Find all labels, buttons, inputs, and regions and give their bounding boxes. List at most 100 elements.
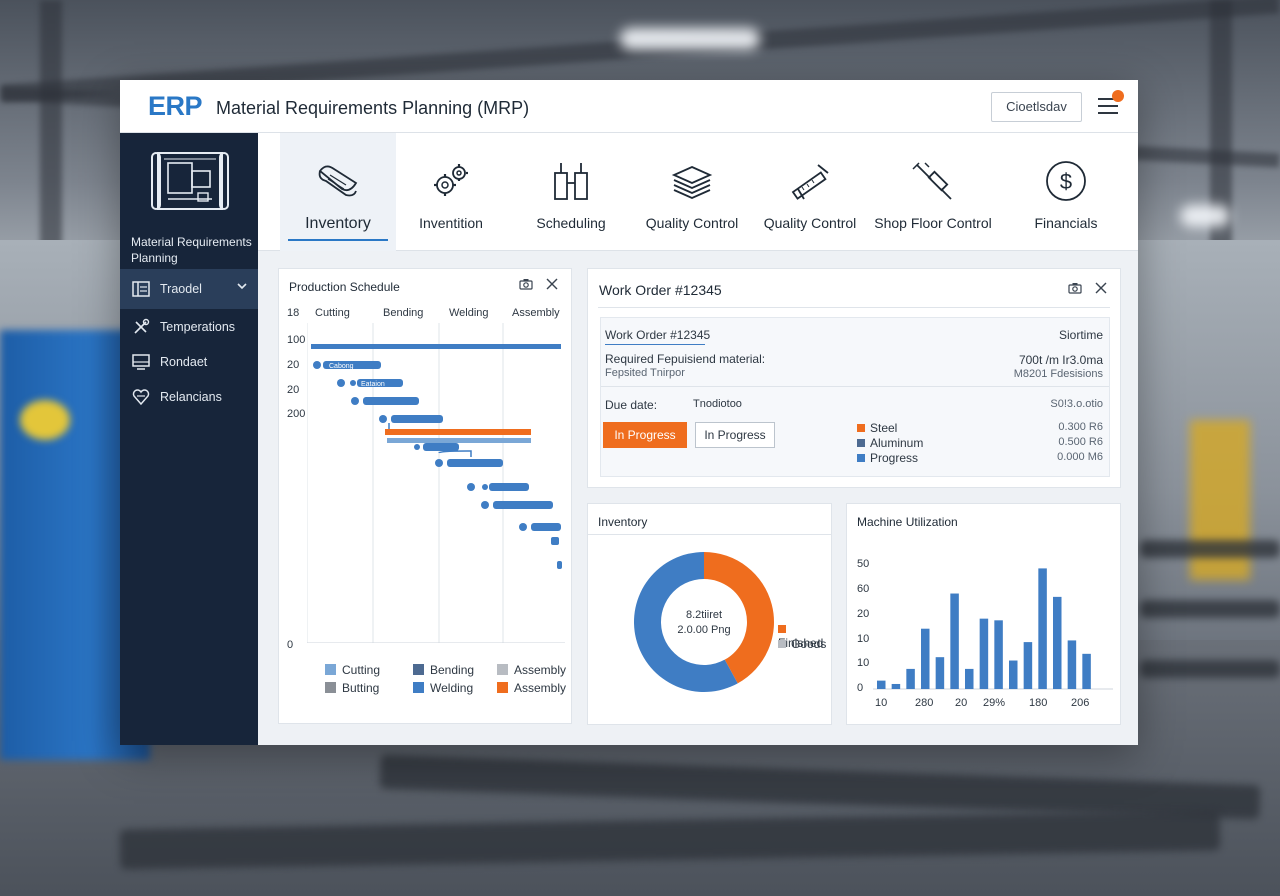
tools-icon	[134, 318, 150, 334]
material-progress: Progress	[857, 451, 918, 465]
gantt-bar	[447, 459, 503, 467]
tools-icon	[554, 163, 588, 200]
work-order-subtitle: Work Order #12345	[605, 328, 711, 342]
utilization-bar	[950, 593, 959, 689]
divider	[598, 307, 1110, 308]
utilization-bar	[994, 620, 1003, 689]
sidebar-item-rondaet[interactable]: Rondaet	[120, 342, 258, 382]
app-title: Material Requirements Planning (MRP)	[216, 98, 530, 118]
gantt-bar	[363, 397, 419, 405]
erp-logo: ERP	[148, 91, 203, 121]
utilization-bar	[1023, 642, 1033, 689]
list-icon	[132, 281, 150, 297]
tab-label: Inventory	[305, 215, 371, 232]
donut-slice-finished	[704, 552, 774, 684]
gantt-node	[482, 484, 488, 490]
legend-swatch	[325, 664, 336, 675]
machine-utilization-bar-chart	[873, 568, 1113, 690]
legend-swatch	[497, 664, 508, 675]
utilization-bar	[921, 628, 930, 689]
tab-financials[interactable]: $ Financials	[1010, 133, 1122, 251]
sidebar-item-label: Relancians	[160, 390, 222, 404]
utilization-bar	[935, 657, 945, 689]
donut-center-line1: 8.2tiiret	[685, 609, 723, 621]
corner-label: 18	[287, 307, 300, 319]
donut-center-line2: 2.0.00 Png	[677, 624, 731, 636]
in-progress-button[interactable]: In Progress	[603, 422, 687, 448]
camera-icon[interactable]	[1068, 281, 1082, 295]
screen-icon	[132, 354, 150, 370]
active-tab-underline	[288, 239, 388, 241]
legend-item: Welding	[413, 681, 473, 695]
camera-icon[interactable]	[519, 277, 533, 291]
y-label: 20	[287, 384, 300, 396]
utilization-bar	[906, 668, 915, 689]
subtitle-underline	[605, 344, 705, 345]
y-label: 10	[857, 657, 870, 669]
tab-quality-control-2[interactable]: Quality Control	[754, 133, 866, 251]
gantt-chart: Cabong Eataion	[307, 323, 565, 643]
tab-inventory[interactable]: Inventory	[280, 133, 396, 251]
stage-header: Welding	[449, 307, 489, 319]
in-progress-outline-button[interactable]: In Progress	[695, 422, 775, 448]
legend-swatch	[325, 682, 336, 693]
tab-inventition[interactable]: Inventition	[398, 133, 504, 251]
inventory-donut-chart	[634, 552, 774, 692]
sidebar-item-label: Rondaet	[160, 355, 208, 369]
utilization-bar	[877, 680, 886, 689]
legend-item: Cutting	[325, 663, 380, 677]
gantt-bar	[323, 361, 381, 369]
tab-shop-floor-control[interactable]: Shop Floor Control	[868, 133, 998, 251]
header-action-button[interactable]: Cioetlsdav	[991, 92, 1082, 122]
gantt-bar	[357, 379, 403, 387]
x-label: 10	[875, 697, 888, 709]
due-date-label: Due date:	[605, 398, 658, 412]
panel-title: Work Order #12345	[599, 282, 722, 298]
tab-scheduling[interactable]: Scheduling	[516, 133, 626, 251]
gantt-node	[337, 379, 345, 387]
legend-swatch	[497, 682, 508, 693]
gantt-node	[351, 397, 359, 405]
welding-torch-icon	[912, 162, 952, 200]
hamburger-menu-icon[interactable]	[1098, 98, 1118, 114]
gantt-bar	[391, 415, 443, 423]
gantt-bar	[385, 429, 531, 435]
gantt-node	[435, 459, 443, 467]
required-material-label: Required Fepuisiend material:	[605, 352, 766, 366]
work-order-panel: Work Order #12345 Work Order #12345 Sior…	[587, 268, 1121, 488]
chevron-down-icon[interactable]	[236, 280, 248, 292]
stage-header: Bending	[383, 307, 424, 319]
tab-label: Scheduling	[536, 215, 606, 231]
blueprint-scroll-icon	[318, 165, 358, 197]
gantt-node	[379, 415, 387, 423]
gantt-bar	[493, 501, 553, 509]
machine-utilization-panel: Machine Utilization 50 60 20 10 10 0 10 …	[846, 503, 1121, 725]
tab-quality-control[interactable]: Quality Control	[636, 133, 748, 251]
sidebar-caption: Material Requirements Planning	[131, 235, 252, 265]
sidebar-item-relancians[interactable]: Relancians	[120, 377, 258, 417]
close-icon[interactable]	[545, 277, 559, 291]
gantt-node	[313, 361, 321, 369]
required-material-value: 700t /m Ir3.0ma	[1018, 353, 1103, 367]
close-icon[interactable]	[1094, 281, 1108, 295]
gantt-node	[481, 501, 489, 509]
x-label: 20	[955, 697, 968, 709]
x-label: 206	[1071, 697, 1090, 709]
sidebar-item-label: Temperations	[160, 320, 236, 334]
gantt-node	[519, 523, 527, 531]
panel-title: Production Schedule	[289, 280, 400, 294]
gantt-bar	[311, 344, 561, 349]
material-swatch	[857, 454, 865, 462]
blueprint-logo-icon	[151, 152, 229, 210]
gantt-node	[414, 444, 420, 450]
utilization-bar	[1053, 596, 1062, 689]
layers-icon	[671, 166, 713, 199]
utilization-bar	[1038, 568, 1047, 689]
module-tabs: Inventory Inventition	[258, 133, 1138, 251]
sidebar-item-temperations[interactable]: Temperations	[120, 307, 258, 347]
gantt-bar	[489, 483, 529, 491]
tab-label: Shop Floor Control	[874, 215, 992, 231]
svg-text:$: $	[1060, 169, 1072, 194]
sidebar-item-traodel[interactable]: Traodel	[120, 269, 258, 309]
legend-swatch	[413, 664, 424, 675]
